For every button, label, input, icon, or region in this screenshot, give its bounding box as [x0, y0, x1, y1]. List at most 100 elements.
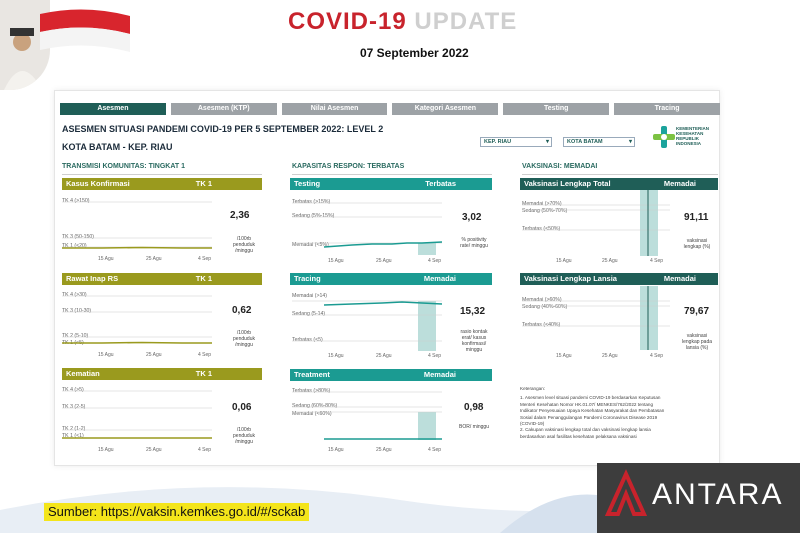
province-select-value: KEP. RIAU — [484, 139, 512, 145]
card-title: Vaksinasi Lengkap Total — [524, 179, 611, 188]
card-title: Kasus Konfirmasi — [66, 179, 130, 188]
city-select[interactable]: KOTA BATAM ▾ — [563, 137, 635, 147]
threshold-label: TK 1 (<20) — [62, 243, 87, 249]
x-tick: 15 Agu — [98, 352, 114, 358]
x-tick: 15 Agu — [328, 258, 344, 264]
threshold-label: Terbatas (>15%) — [292, 199, 331, 205]
notes-line: (COVID-19) — [520, 421, 545, 427]
card-level: Terbatas — [425, 179, 456, 188]
kematian-value: 0,06 — [232, 402, 252, 413]
source-caption: Sumber: https://vaksin.kemkes.go.id/#/sc… — [44, 503, 310, 521]
antara-watermark: ANTARA — [652, 478, 784, 511]
card-testing-header: Testing Terbatas — [290, 178, 492, 190]
unit-line: /minggu — [235, 248, 253, 254]
rawat-value: 0,62 — [232, 305, 252, 316]
threshold-label: Memadai (>60%) — [522, 297, 562, 303]
threshold-label: Terbatas (>80%) — [292, 388, 331, 394]
keterangan-notes: Keterangan: 1. Asesmen level situasi pan… — [520, 386, 716, 440]
city-select-value: KOTA BATAM — [567, 139, 603, 145]
testing-line-chart — [292, 202, 443, 255]
x-tick: 15 Agu — [556, 353, 572, 359]
card-level: Memadai — [423, 274, 456, 283]
title-update: UPDATE — [414, 8, 518, 35]
indonesia-flag-icon — [40, 9, 130, 52]
notes-heading: Keterangan: — [520, 386, 546, 391]
divider — [62, 174, 262, 175]
vaksinasi-total-value: 91,11 — [684, 212, 709, 223]
card-title: Testing — [294, 179, 321, 188]
tab-tracing[interactable]: Tracing — [614, 103, 720, 115]
divider — [292, 174, 492, 175]
threshold-label: TK 4 (>150) — [62, 198, 90, 204]
card-level: Memadai — [663, 179, 696, 188]
threshold-label: TK 4 (>30) — [62, 292, 87, 298]
tab-testing[interactable]: Testing — [503, 103, 610, 115]
unit-line: BOR/ minggu — [458, 424, 489, 430]
threshold-label: Memadai (>70%) — [522, 201, 562, 207]
logo-line: KESEHATAN — [676, 131, 704, 136]
kasus-unit: /100rb penduduk/minggu — [226, 236, 262, 254]
rawat-line-chart — [62, 295, 212, 344]
province-select[interactable]: KEP. RIAU ▾ — [480, 137, 552, 147]
header-date: 07 September 2022 — [360, 46, 469, 60]
tab-nilai-asesmen[interactable]: Nilai Asesmen — [281, 103, 388, 115]
threshold-label: Sedang (5-14) — [292, 311, 326, 317]
vaksinasi-total-unit: vaksinasi lengkap (%) — [676, 238, 718, 250]
card-level: TK 1 — [195, 179, 212, 188]
x-tick: 25 Agu — [376, 447, 392, 453]
threshold-label: Terbatas (<40%) — [522, 322, 561, 328]
treatment-line-chart — [292, 391, 442, 440]
page-title: COVID-19 UPDATE — [288, 8, 517, 36]
unit-line: lansia (%) — [685, 345, 709, 351]
rawat-unit: /100rb penduduk/minggu — [226, 330, 262, 348]
tab-kategori-asesmen[interactable]: Kategori Asesmen — [392, 103, 499, 115]
notes-line: Sosial dalam Penanggulangan Pandemi Coro… — [520, 414, 658, 420]
x-tick: 25 Agu — [602, 353, 618, 359]
card-title: Treatment — [294, 370, 330, 379]
card-kasus-konfirmasi-header: Kasus Konfirmasi TK 1 — [62, 178, 262, 190]
unit-line: penduduk — [233, 336, 255, 342]
unit-line: penduduk — [233, 433, 255, 439]
x-tick: 4 Sep — [198, 256, 212, 262]
logo-line: INDONESIA — [676, 141, 702, 146]
x-tick: 15 Agu — [328, 447, 344, 453]
tab-asesmen[interactable]: Asesmen — [60, 103, 166, 115]
x-tick: 4 Sep — [428, 353, 442, 359]
unit-line: % positivity — [461, 237, 487, 243]
x-tick: 4 Sep — [650, 258, 664, 264]
x-tick: 4 Sep — [198, 352, 212, 358]
chevron-down-icon: ▾ — [545, 139, 549, 145]
unit-line: /100rb — [236, 236, 252, 242]
threshold-label: Sedang (60%-80%) — [292, 403, 338, 409]
unit-line: erat/ kasus — [461, 335, 487, 341]
location-title: KOTA BATAM - KEP. RIAU — [62, 142, 173, 152]
notes-line: 1. Asesmen level situasi pandemi COVID-1… — [520, 395, 661, 401]
kasus-value: 2,36 — [230, 210, 250, 221]
unit-line: vaksinasi — [686, 238, 708, 244]
unit-line: konfirmasi/ — [461, 341, 487, 347]
card-vaksinasi-total-header: Vaksinasi Lengkap Total Memadai — [520, 178, 718, 190]
card-title: Vaksinasi Lengkap Lansia — [524, 274, 617, 283]
x-tick: 15 Agu — [556, 258, 572, 264]
tab-asesmen-ktp[interactable]: Asesmen (KTP) — [170, 103, 277, 115]
testing-value: 3,02 — [462, 212, 482, 223]
notes-line: berdasarkan asal fasilitas kesehatan pel… — [520, 433, 637, 439]
threshold-label: Memadai (<60%) — [292, 411, 332, 417]
unit-line: minggu — [465, 347, 483, 353]
threshold-label: Sedang (50%-70%) — [522, 208, 568, 214]
antara-logo-icon — [604, 469, 648, 516]
unit-line: lengkap pada — [681, 339, 713, 345]
unit-line: rasio kontak — [460, 329, 488, 335]
threshold-label: Sedang (5%-15%) — [292, 213, 335, 219]
unit-line: lengkap (%) — [683, 244, 711, 250]
kematian-unit: /100rb penduduk/minggu — [226, 427, 262, 445]
kematian-line-chart — [62, 390, 212, 439]
logo-line: KEMENTERIAN — [676, 126, 710, 131]
unit-line: vaksinasi — [686, 333, 708, 339]
threshold-label: Sedang (40%-60%) — [522, 304, 568, 310]
threshold-label: Memadai (>14) — [292, 293, 328, 299]
x-tick: 15 Agu — [328, 353, 344, 359]
threshold-label: Terbatas (<50%) — [522, 226, 561, 232]
unit-line: rate/ minggu — [460, 243, 488, 249]
testing-unit: % positivity rate/ minggu — [452, 237, 496, 249]
